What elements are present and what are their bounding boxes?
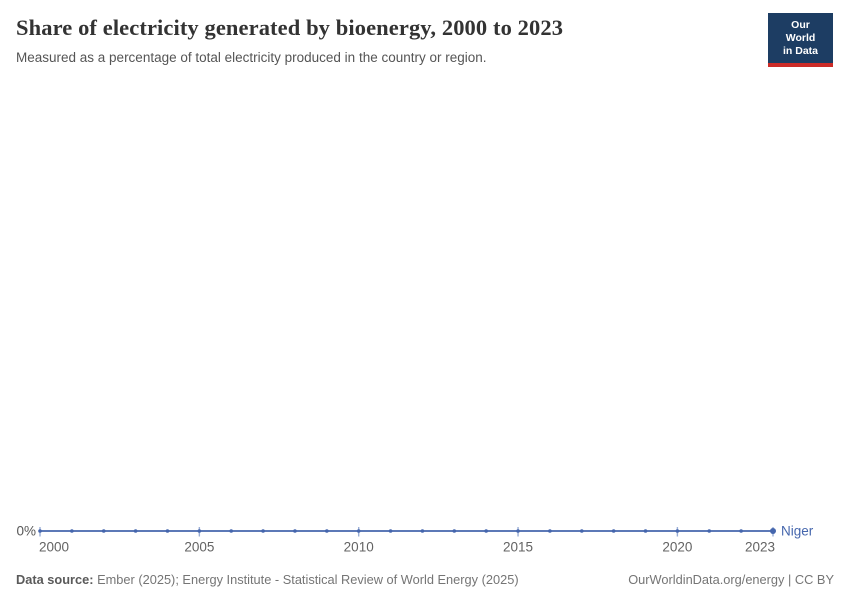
x-axis-label: 2010: [344, 540, 374, 555]
data-point: [452, 529, 457, 533]
data-point: [101, 529, 106, 533]
data-source-text: Ember (2025); Energy Institute - Statist…: [93, 571, 519, 587]
x-axis-label: 2000: [39, 540, 69, 555]
x-axis-label: 2023: [745, 540, 775, 555]
owid-logo-line2: in Data: [782, 45, 818, 58]
data-point: [356, 529, 361, 533]
data-point: [420, 529, 425, 533]
data-point: [133, 529, 138, 533]
owid-logo-line1: Our World: [785, 19, 816, 45]
data-point: [739, 529, 743, 533]
data-point: [70, 529, 74, 533]
data-point: [516, 529, 520, 533]
data-point: [165, 529, 170, 533]
data-point: [261, 529, 265, 533]
data-point: [611, 529, 616, 533]
data-point: [770, 528, 776, 534]
data-point: [579, 529, 584, 533]
data-point: [388, 529, 393, 533]
license-link[interactable]: OurWorldinData.org/energy | CC BY: [628, 571, 834, 587]
data-point: [675, 529, 680, 533]
chart-subtitle: Measured as a percentage of total electr…: [16, 50, 487, 65]
data-source-note[interactable]: Data source: Ember (2025); Energy Instit…: [16, 572, 519, 587]
data-point: [548, 529, 552, 533]
data-point: [197, 529, 202, 533]
data-point: [38, 529, 42, 533]
chart-title: Share of electricity generated by bioene…: [16, 15, 564, 40]
data-point: [707, 529, 712, 533]
data-source-label: Data source:: [16, 571, 94, 587]
chart-header: Share of electricity generated by bioene…: [16, 14, 834, 66]
y-axis-label: 0%: [16, 524, 36, 539]
x-axis-label: 2005: [184, 540, 214, 555]
data-point: [484, 529, 488, 533]
data-point: [325, 529, 329, 533]
x-axis-label: 2020: [662, 540, 692, 555]
entity-label: Niger: [781, 524, 814, 539]
x-axis-label: 2015: [503, 540, 533, 555]
owid-logo[interactable]: Our World in Data: [768, 13, 833, 68]
data-point: [293, 529, 297, 533]
data-point: [643, 529, 648, 533]
data-point: [229, 529, 234, 533]
chart-footer: Data source: Ember (2025); Energy Instit…: [16, 572, 834, 587]
